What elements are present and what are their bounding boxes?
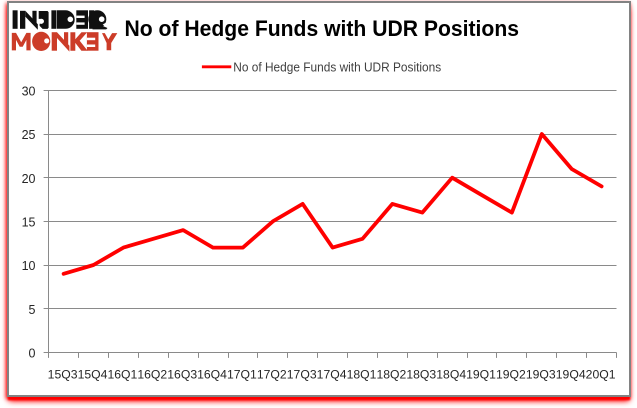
svg-text:25: 25 (22, 128, 36, 142)
svg-text:No of Hedge Funds with UDR Pos: No of Hedge Funds with UDR Positions (233, 60, 441, 74)
svg-text:18Q2: 18Q2 (376, 368, 406, 382)
svg-text:15Q3: 15Q3 (48, 368, 78, 382)
svg-text:19Q2: 19Q2 (496, 368, 526, 382)
svg-text:17Q1: 17Q1 (227, 368, 257, 382)
svg-text:18Q4: 18Q4 (436, 368, 466, 382)
svg-text:No of Hedge Funds with UDR Pos: No of Hedge Funds with UDR Positions (125, 16, 520, 41)
svg-text:19Q3: 19Q3 (526, 368, 556, 382)
svg-text:20: 20 (22, 172, 36, 186)
svg-text:19Q4: 19Q4 (556, 368, 586, 382)
svg-text:15: 15 (22, 216, 36, 230)
svg-text:17Q2: 17Q2 (257, 368, 287, 382)
svg-text:20Q1: 20Q1 (586, 368, 616, 382)
svg-text:10: 10 (22, 259, 36, 273)
svg-text:18Q1: 18Q1 (347, 368, 377, 382)
svg-text:16Q1: 16Q1 (107, 368, 137, 382)
svg-text:16Q2: 16Q2 (137, 368, 167, 382)
svg-text:30: 30 (22, 85, 36, 99)
svg-text:0: 0 (29, 347, 36, 361)
svg-text:15Q4: 15Q4 (78, 368, 108, 382)
svg-text:17Q3: 17Q3 (287, 368, 317, 382)
svg-text:16Q3: 16Q3 (167, 368, 197, 382)
svg-text:19Q1: 19Q1 (466, 368, 496, 382)
svg-text:5: 5 (29, 303, 36, 317)
svg-text:17Q4: 17Q4 (317, 368, 347, 382)
svg-text:18Q3: 18Q3 (406, 368, 436, 382)
svg-text:16Q4: 16Q4 (197, 368, 227, 382)
